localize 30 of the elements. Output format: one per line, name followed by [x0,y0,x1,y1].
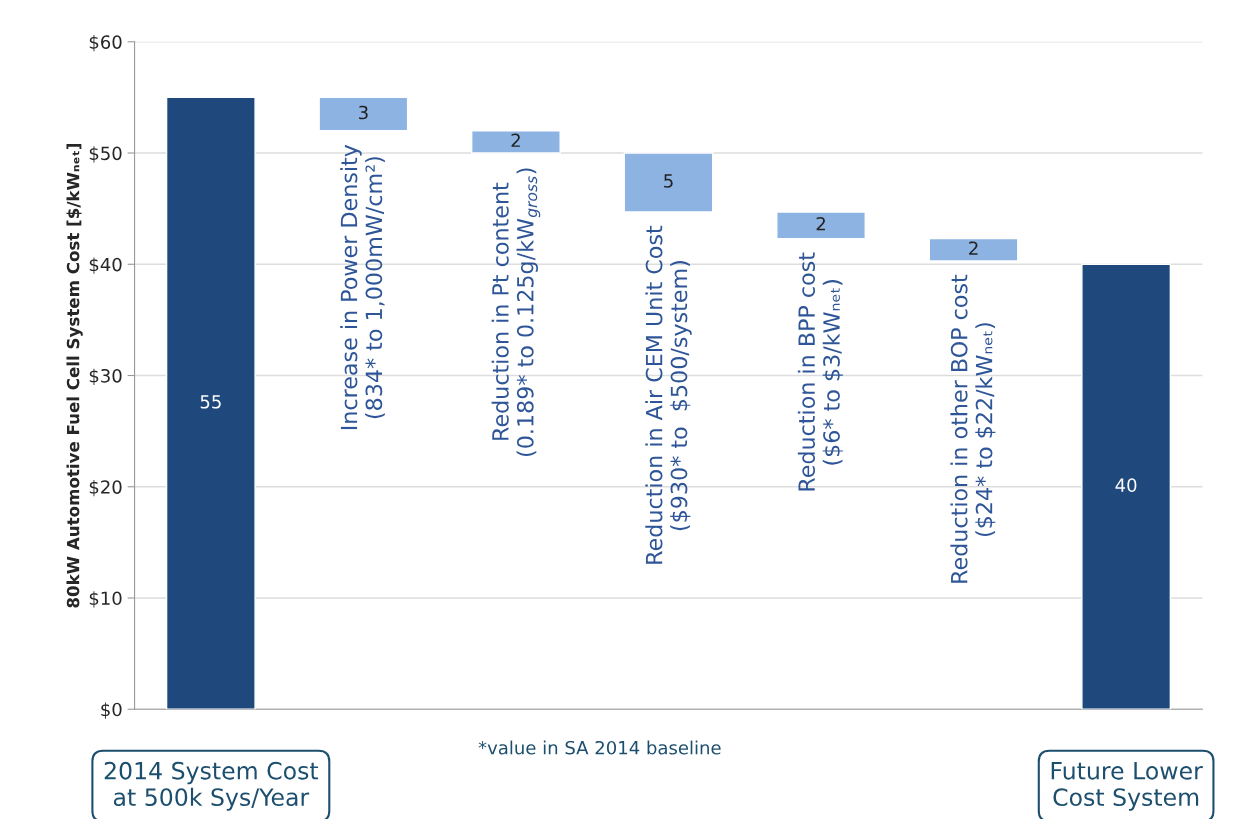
y-tick-label: $50 [89,146,122,163]
x-tick-label: Reduction in Pt content (0.189* to 0.125g/kW$_{gross}$) [491,168,541,457]
data-label: 55 [200,395,221,409]
bar [318,96,409,132]
text: *value in SA 2014 baseline [478,740,721,755]
bar [1081,263,1172,710]
data-label: 2 [511,133,520,147]
data-label: 3 [359,105,368,120]
bar [623,152,714,213]
bar [165,96,256,710]
data-label: 5 [664,174,673,188]
y-tick-label: $10 [89,591,122,608]
bar [928,237,1019,262]
y-axis-title: 80kW Automotive Fuel Cell System Cost [$/kWₙₑₜ] [66,143,83,608]
y-tick-label: $20 [89,479,122,497]
data-label: 40 [1115,478,1137,492]
y-tick-label: $40 [89,257,122,274]
data-label: 2 [816,216,825,231]
bar [776,211,866,240]
bar [470,130,561,154]
x-tick-label: Future Lower Cost System [1051,762,1203,811]
data-label: 2 [969,241,978,255]
y-tick-label: $0 [101,702,122,719]
x-tick-label: Reduction in Air CEM Unit Cost ($930* to $500/system) [645,225,692,564]
x-tick-label: 2014 System Cost at 500k Sys/Year [104,761,319,811]
y-tick-label: $60 [89,34,122,52]
x-tick-label: Reduction in BPP cost ($6* to $3/kWₙₑₜ) [797,252,843,491]
x-tick-label: Increase in Power Density (834* to 1,000mW/cm²) [340,144,385,430]
x-tick-label: Reduction in other BOP cost ($24* to $22/kWₙₑₜ) [950,274,996,583]
y-tick-label: $30 [89,368,122,386]
